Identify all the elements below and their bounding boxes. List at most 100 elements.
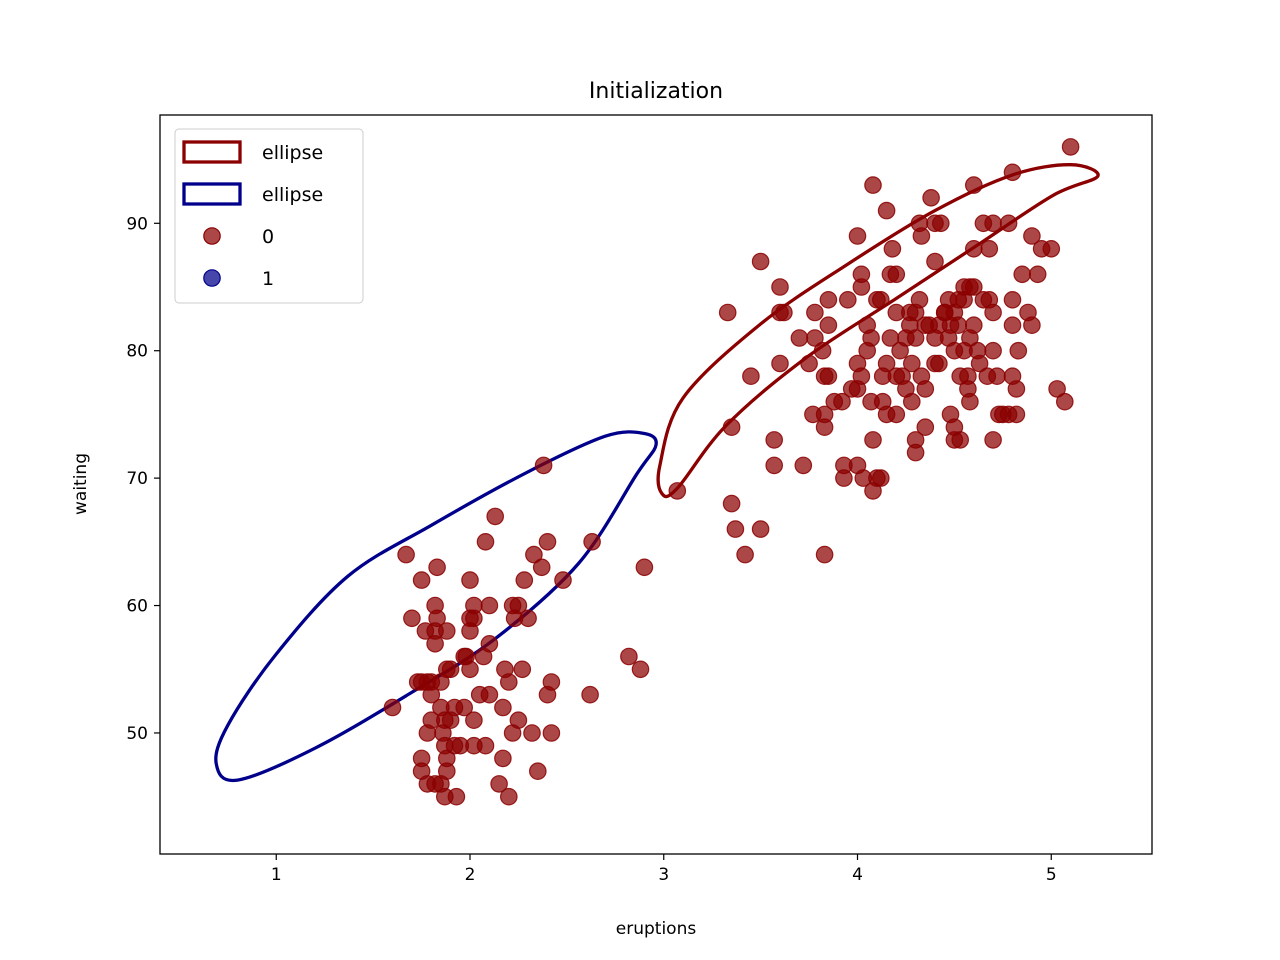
data-point (864, 431, 882, 449)
data-point (447, 787, 466, 806)
data-point (988, 367, 1006, 385)
data-point (930, 354, 948, 373)
data-point (916, 418, 935, 436)
data-point (1048, 380, 1066, 398)
data-point (494, 749, 512, 768)
data-point (980, 240, 999, 258)
data-point (499, 673, 518, 691)
data-point (984, 341, 1002, 360)
data-point (397, 545, 415, 564)
legend-label: ellipse (262, 184, 323, 206)
data-point (1028, 265, 1047, 284)
data-point (1042, 240, 1061, 258)
data-point (631, 660, 650, 679)
data-point (910, 290, 929, 309)
data-point (835, 469, 853, 487)
data-point (964, 176, 983, 194)
data-point (999, 214, 1018, 233)
axes-frame (159, 114, 1153, 855)
data-point (486, 507, 504, 526)
data-point (1003, 290, 1022, 309)
data-point (871, 469, 890, 487)
legend: ellipse ellipse 0 1 (174, 128, 364, 304)
data-point (542, 724, 561, 742)
data-point (1023, 316, 1041, 334)
data-point (864, 176, 882, 194)
data-point (412, 571, 431, 589)
legend-ellipse-swatch (182, 140, 242, 164)
data-point (554, 571, 572, 589)
data-point (819, 367, 838, 385)
data-point (906, 443, 925, 462)
data-point (726, 520, 745, 538)
data-point (428, 609, 446, 628)
data-point (765, 431, 783, 449)
data-point (519, 609, 537, 628)
data-point (806, 329, 824, 347)
data-point (931, 214, 950, 233)
data-point (668, 482, 687, 500)
data-point (949, 316, 968, 334)
data-point (751, 252, 770, 271)
legend-label: ellipse (262, 142, 323, 164)
data-point (532, 558, 551, 577)
y-tick-label: 70 (126, 469, 148, 489)
y-tick-label: 60 (126, 597, 148, 617)
data-point (476, 736, 495, 755)
data-point (852, 278, 871, 296)
ellipse-outline (214, 430, 658, 783)
y-axis-label: waiting (71, 453, 91, 515)
ellipse-outline (656, 163, 1100, 499)
data-point (494, 698, 512, 717)
data-point (1007, 405, 1026, 424)
legend-point-swatch (203, 227, 221, 245)
data-point (461, 660, 479, 679)
data-point (581, 685, 599, 704)
data-point (742, 367, 760, 385)
data-point (722, 494, 741, 513)
x-axis-label: eruptions (616, 919, 697, 939)
data-point (515, 571, 534, 589)
data-point (775, 303, 793, 322)
data-point (912, 227, 931, 245)
data-point (833, 392, 851, 411)
data-point (887, 405, 906, 424)
data-point (490, 775, 508, 793)
data-point (984, 303, 1002, 322)
data-point (635, 558, 654, 577)
data-point (765, 456, 783, 475)
data-point (513, 660, 532, 679)
data-point (403, 609, 421, 628)
data-point (838, 290, 857, 309)
data-point (964, 278, 983, 296)
data-point (877, 201, 896, 220)
chart-title: Initialization (589, 79, 723, 104)
y-tick-label: 50 (126, 724, 148, 744)
data-point (426, 634, 444, 653)
data-point (455, 698, 473, 717)
axis-ticks: 1 2 3 4 5 50 60 70 80 90 (126, 214, 1056, 885)
data-point (862, 329, 880, 347)
data-point (916, 380, 935, 398)
data-point (751, 520, 770, 538)
legend-label: 0 (262, 226, 274, 248)
data-point (871, 290, 890, 309)
data-point (509, 711, 528, 729)
data-point (852, 367, 871, 385)
data-point (1061, 138, 1080, 156)
data-point (902, 354, 921, 373)
x-tick-label: 3 (658, 865, 669, 885)
data-point (465, 711, 483, 729)
data-point (771, 278, 789, 296)
data-point (1023, 227, 1041, 245)
data-point (534, 456, 553, 475)
legend-point-swatch (203, 269, 221, 287)
data-point (422, 685, 441, 704)
data-point (815, 545, 834, 564)
data-point (437, 622, 456, 640)
ellipses-layer (214, 163, 1100, 783)
data-point (848, 227, 867, 245)
data-point (528, 762, 547, 780)
data-point (437, 762, 456, 780)
